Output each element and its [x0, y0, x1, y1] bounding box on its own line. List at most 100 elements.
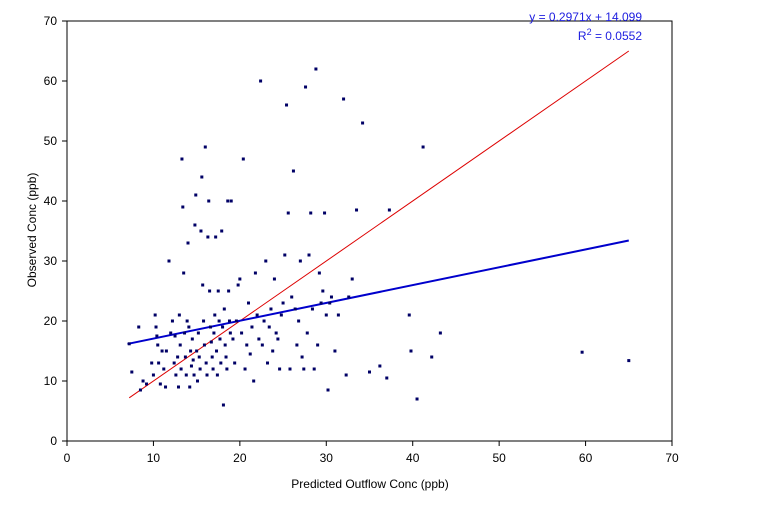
y-tick-label: 0: [50, 434, 57, 448]
data-point: [203, 145, 207, 149]
data-point: [138, 388, 142, 392]
data-point: [196, 379, 200, 383]
data-point: [177, 313, 181, 317]
data-point: [155, 334, 159, 338]
data-point: [317, 271, 321, 275]
data-point: [328, 301, 332, 305]
data-point: [310, 307, 314, 311]
data-point: [307, 253, 311, 257]
data-point: [283, 253, 287, 257]
data-point: [407, 313, 411, 317]
data-point: [196, 331, 200, 335]
data-point: [182, 271, 186, 275]
data-point: [172, 361, 176, 365]
data-point: [259, 79, 263, 83]
data-point: [228, 331, 232, 335]
data-point: [184, 373, 188, 377]
data-point: [153, 313, 157, 317]
data-point: [167, 259, 171, 263]
data-point: [262, 319, 266, 323]
data-point: [202, 319, 206, 323]
data-point: [321, 289, 325, 293]
data-point: [319, 301, 323, 305]
data-point: [141, 379, 145, 383]
data-point: [627, 359, 631, 363]
x-tick-label: 10: [147, 451, 161, 465]
data-point: [229, 199, 233, 203]
data-point: [267, 325, 271, 329]
data-point: [385, 376, 389, 380]
r-squared-value: = 0.0552: [592, 29, 643, 43]
data-point: [247, 301, 250, 305]
data-point: [257, 337, 261, 341]
data-point: [279, 313, 283, 317]
data-point: [233, 361, 237, 365]
data-point: [274, 331, 278, 335]
y-tick-label: 60: [44, 74, 58, 88]
data-point: [202, 343, 206, 347]
data-point: [211, 367, 215, 371]
data-point: [208, 289, 212, 293]
data-point: [208, 325, 212, 329]
data-point: [316, 343, 320, 347]
data-point: [298, 259, 302, 263]
data-point: [190, 337, 194, 341]
data-point: [236, 283, 240, 287]
data-point: [219, 361, 223, 365]
data-point: [174, 373, 178, 377]
data-point: [285, 103, 289, 107]
data-point: [241, 157, 245, 161]
regression-equation: y = 0.2971x + 14.099: [529, 10, 642, 24]
data-point: [215, 373, 219, 377]
y-tick-label: 50: [44, 134, 58, 148]
data-point: [154, 325, 158, 329]
data-point: [347, 295, 351, 299]
x-tick-label: 20: [233, 451, 247, 465]
data-point: [378, 364, 382, 368]
data-point: [189, 364, 193, 368]
data-point: [130, 370, 134, 374]
data-point: [157, 361, 161, 365]
y-tick-label: 20: [44, 314, 58, 328]
data-point: [199, 229, 203, 233]
data-point: [309, 211, 313, 215]
axes: [62, 20, 673, 446]
tick-labels: 0 10 20 30 40 50 60 70 0 10 20 30 40 50 60 70: [44, 14, 679, 465]
data-point: [189, 349, 193, 353]
data-point: [164, 349, 168, 353]
data-point: [580, 350, 584, 354]
data-point: [409, 349, 413, 353]
x-tick-label: 40: [406, 451, 420, 465]
data-point: [205, 373, 209, 377]
data-point: [151, 373, 155, 377]
data-point: [333, 349, 337, 353]
data-point: [213, 313, 217, 317]
data-point: [355, 208, 359, 212]
data-point: [361, 121, 365, 125]
x-tick-label: 60: [579, 451, 593, 465]
data-point: [326, 388, 330, 392]
data-point: [191, 358, 195, 362]
data-point: [156, 343, 160, 347]
data-point: [187, 325, 191, 329]
data-point: [293, 307, 297, 311]
data-point: [209, 340, 213, 344]
data-point: [218, 337, 222, 341]
data-point: [145, 382, 149, 386]
data-point: [127, 342, 131, 346]
data-point: [329, 295, 333, 299]
data-point: [176, 355, 180, 359]
data-point: [260, 343, 264, 347]
data-point: [223, 343, 227, 347]
data-point: [221, 325, 225, 329]
data-point: [217, 319, 221, 323]
data-point: [342, 97, 346, 101]
data-point: [430, 355, 434, 359]
data-point: [224, 355, 228, 359]
data-point: [266, 361, 270, 365]
data-point: [297, 319, 301, 323]
data-point: [215, 349, 219, 353]
data-point: [181, 205, 185, 209]
data-point: [240, 331, 244, 335]
